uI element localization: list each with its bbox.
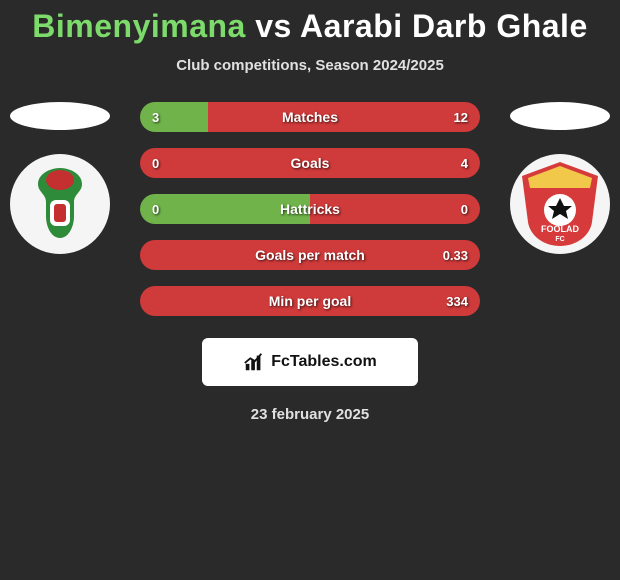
subtitle: Club competitions, Season 2024/2025 [176,57,444,74]
stat-row: Goals 0 4 [140,148,480,178]
stat-value-right: 0 [461,202,468,217]
crest-left-svg [10,154,110,254]
stat-label: Hattricks [280,201,340,217]
date-text: 23 february 2025 [251,406,369,423]
stat-value-right: 4 [461,156,468,171]
page-title: Bimenyimana vs Aarabi Darb Ghale [32,8,587,45]
brand-text: FcTables.com [271,353,377,371]
left-club-crest [10,154,110,254]
right-club-crest: FOOLAD FC [510,154,610,254]
left-side-column [10,102,110,254]
right-side-column: FOOLAD FC [510,102,610,254]
player-left-name: Bimenyimana [32,8,246,44]
stats-column: Matches 3 12 Goals 0 4 Hattricks 0 0 Goals per ma… [140,102,480,316]
stat-bar-left [140,102,208,132]
crest-right-svg: FOOLAD FC [510,154,610,254]
stat-row: Goals per match 0.33 [140,240,480,270]
right-player-photo [510,102,610,130]
stat-value-left: 0 [152,202,159,217]
stat-bar-right [208,102,480,132]
stats-area: Matches 3 12 Goals 0 4 Hattricks 0 0 Goals per ma… [0,102,620,316]
player-right-name: Aarabi Darb Ghale [300,8,588,44]
stat-row: Hattricks 0 0 [140,194,480,224]
stat-label: Goals per match [255,247,365,263]
svg-text:FC: FC [555,236,564,243]
stat-value-left: 0 [152,156,159,171]
stat-label: Min per goal [269,293,351,309]
stat-value-right: 12 [454,110,468,125]
brand-box[interactable]: FcTables.com [202,338,418,386]
stat-label: Matches [282,109,338,125]
stat-label: Goals [291,155,330,171]
vs-separator: vs [255,8,292,44]
stat-row: Matches 3 12 [140,102,480,132]
stat-value-right: 334 [446,294,468,309]
left-player-photo [10,102,110,130]
chart-icon [243,351,265,373]
comparison-card: Bimenyimana vs Aarabi Darb Ghale Club co… [0,0,620,580]
svg-text:FOOLAD: FOOLAD [541,224,579,234]
stat-value-left: 3 [152,110,159,125]
stat-row: Min per goal 334 [140,286,480,316]
stat-value-right: 0.33 [443,248,468,263]
